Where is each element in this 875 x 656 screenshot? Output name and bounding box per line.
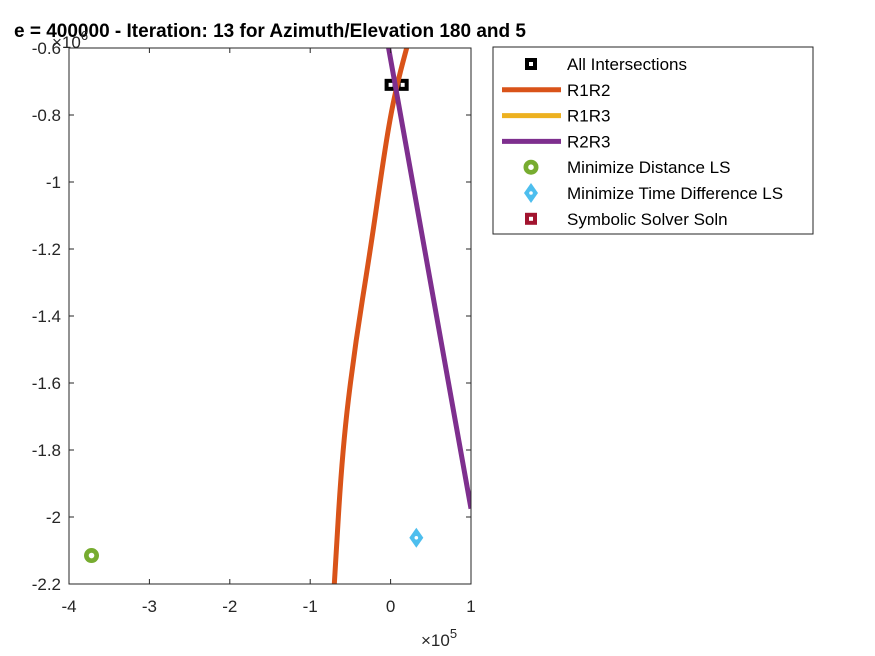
legend-item: Symbolic Solver Soln <box>525 210 728 229</box>
legend-swatch-marker-center <box>528 164 534 170</box>
legend-item: All Intersections <box>525 55 687 74</box>
legend-item: Minimize Distance LS <box>523 158 730 177</box>
y-tick-label: -1.4 <box>32 307 61 326</box>
legend-item: R2R3 <box>502 132 610 151</box>
x-tick-label: 1 <box>466 597 475 616</box>
x-tick-label: -1 <box>303 597 318 616</box>
chart-title: e = 400000 - Iteration: 13 for Azimuth/E… <box>14 21 526 42</box>
legend-label: All Intersections <box>567 55 687 74</box>
legend-label: R2R3 <box>567 132 610 151</box>
x-exponent-label: ×105 <box>421 626 457 650</box>
y-tick-label: -1 <box>46 173 61 192</box>
point-0-0-center <box>388 82 393 87</box>
legend-item: Minimize Time Difference LS <box>524 183 783 203</box>
point-5-0 <box>409 527 424 548</box>
y-tick-label: -1.2 <box>32 240 61 259</box>
point-4-0-center <box>88 552 95 559</box>
point-4-0 <box>84 548 100 564</box>
axes-background <box>69 48 471 584</box>
y-tick-label: -0.8 <box>32 106 61 125</box>
legend-swatch-marker-center <box>529 62 533 66</box>
axes: -4 -3 -2 -1 0 1 -0.6 -0.8 -1 -1.2 -1.4 -1.6 -1.8 -2 -2… <box>32 39 476 616</box>
y-tick-label: -1.8 <box>32 441 61 460</box>
legend-item: R1R2 <box>502 81 610 100</box>
x-exponent-base: ×10 <box>421 631 450 650</box>
legend-label: R1R2 <box>567 81 610 100</box>
x-exponent-power: 5 <box>450 626 457 641</box>
point-0-1-center <box>400 82 405 87</box>
series-layer <box>84 48 471 584</box>
series-line-r1r2 <box>331 48 410 584</box>
point-5-0-center <box>414 535 419 540</box>
x-tick-label: -2 <box>222 597 237 616</box>
legend-swatch-marker <box>525 212 537 225</box>
y-tick-label: -2.2 <box>32 575 61 594</box>
legend-label: R1R3 <box>567 107 610 126</box>
legend: All Intersections R1R2 R1R3 R2R3 Minimize Di… <box>492 46 814 235</box>
legend-label: Minimize Time Difference LS <box>567 184 783 203</box>
y-tick-label: -2 <box>46 508 61 527</box>
legend-swatch-marker-center <box>529 216 533 221</box>
legend-swatch-marker <box>525 58 537 70</box>
y-exponent-power: 6 <box>81 28 88 43</box>
series-line-r2r3 <box>386 48 471 510</box>
legend-swatch-marker <box>524 183 538 203</box>
y-exponent-label: ×106 <box>52 28 88 52</box>
x-tick-label: -4 <box>61 597 76 616</box>
x-tick-label: 0 <box>386 597 395 616</box>
x-tick-label: -3 <box>142 597 157 616</box>
legend-label: Minimize Distance LS <box>567 158 730 177</box>
y-exponent-base: ×10 <box>52 33 81 52</box>
legend-swatch-marker-center <box>529 191 533 195</box>
y-tick-label: -0.6 <box>32 39 61 58</box>
legend-label: Symbolic Solver Soln <box>567 210 728 229</box>
legend-swatch-marker <box>523 159 539 175</box>
legend-item: R1R3 <box>502 107 610 126</box>
y-tick-label: -1.6 <box>32 374 61 393</box>
